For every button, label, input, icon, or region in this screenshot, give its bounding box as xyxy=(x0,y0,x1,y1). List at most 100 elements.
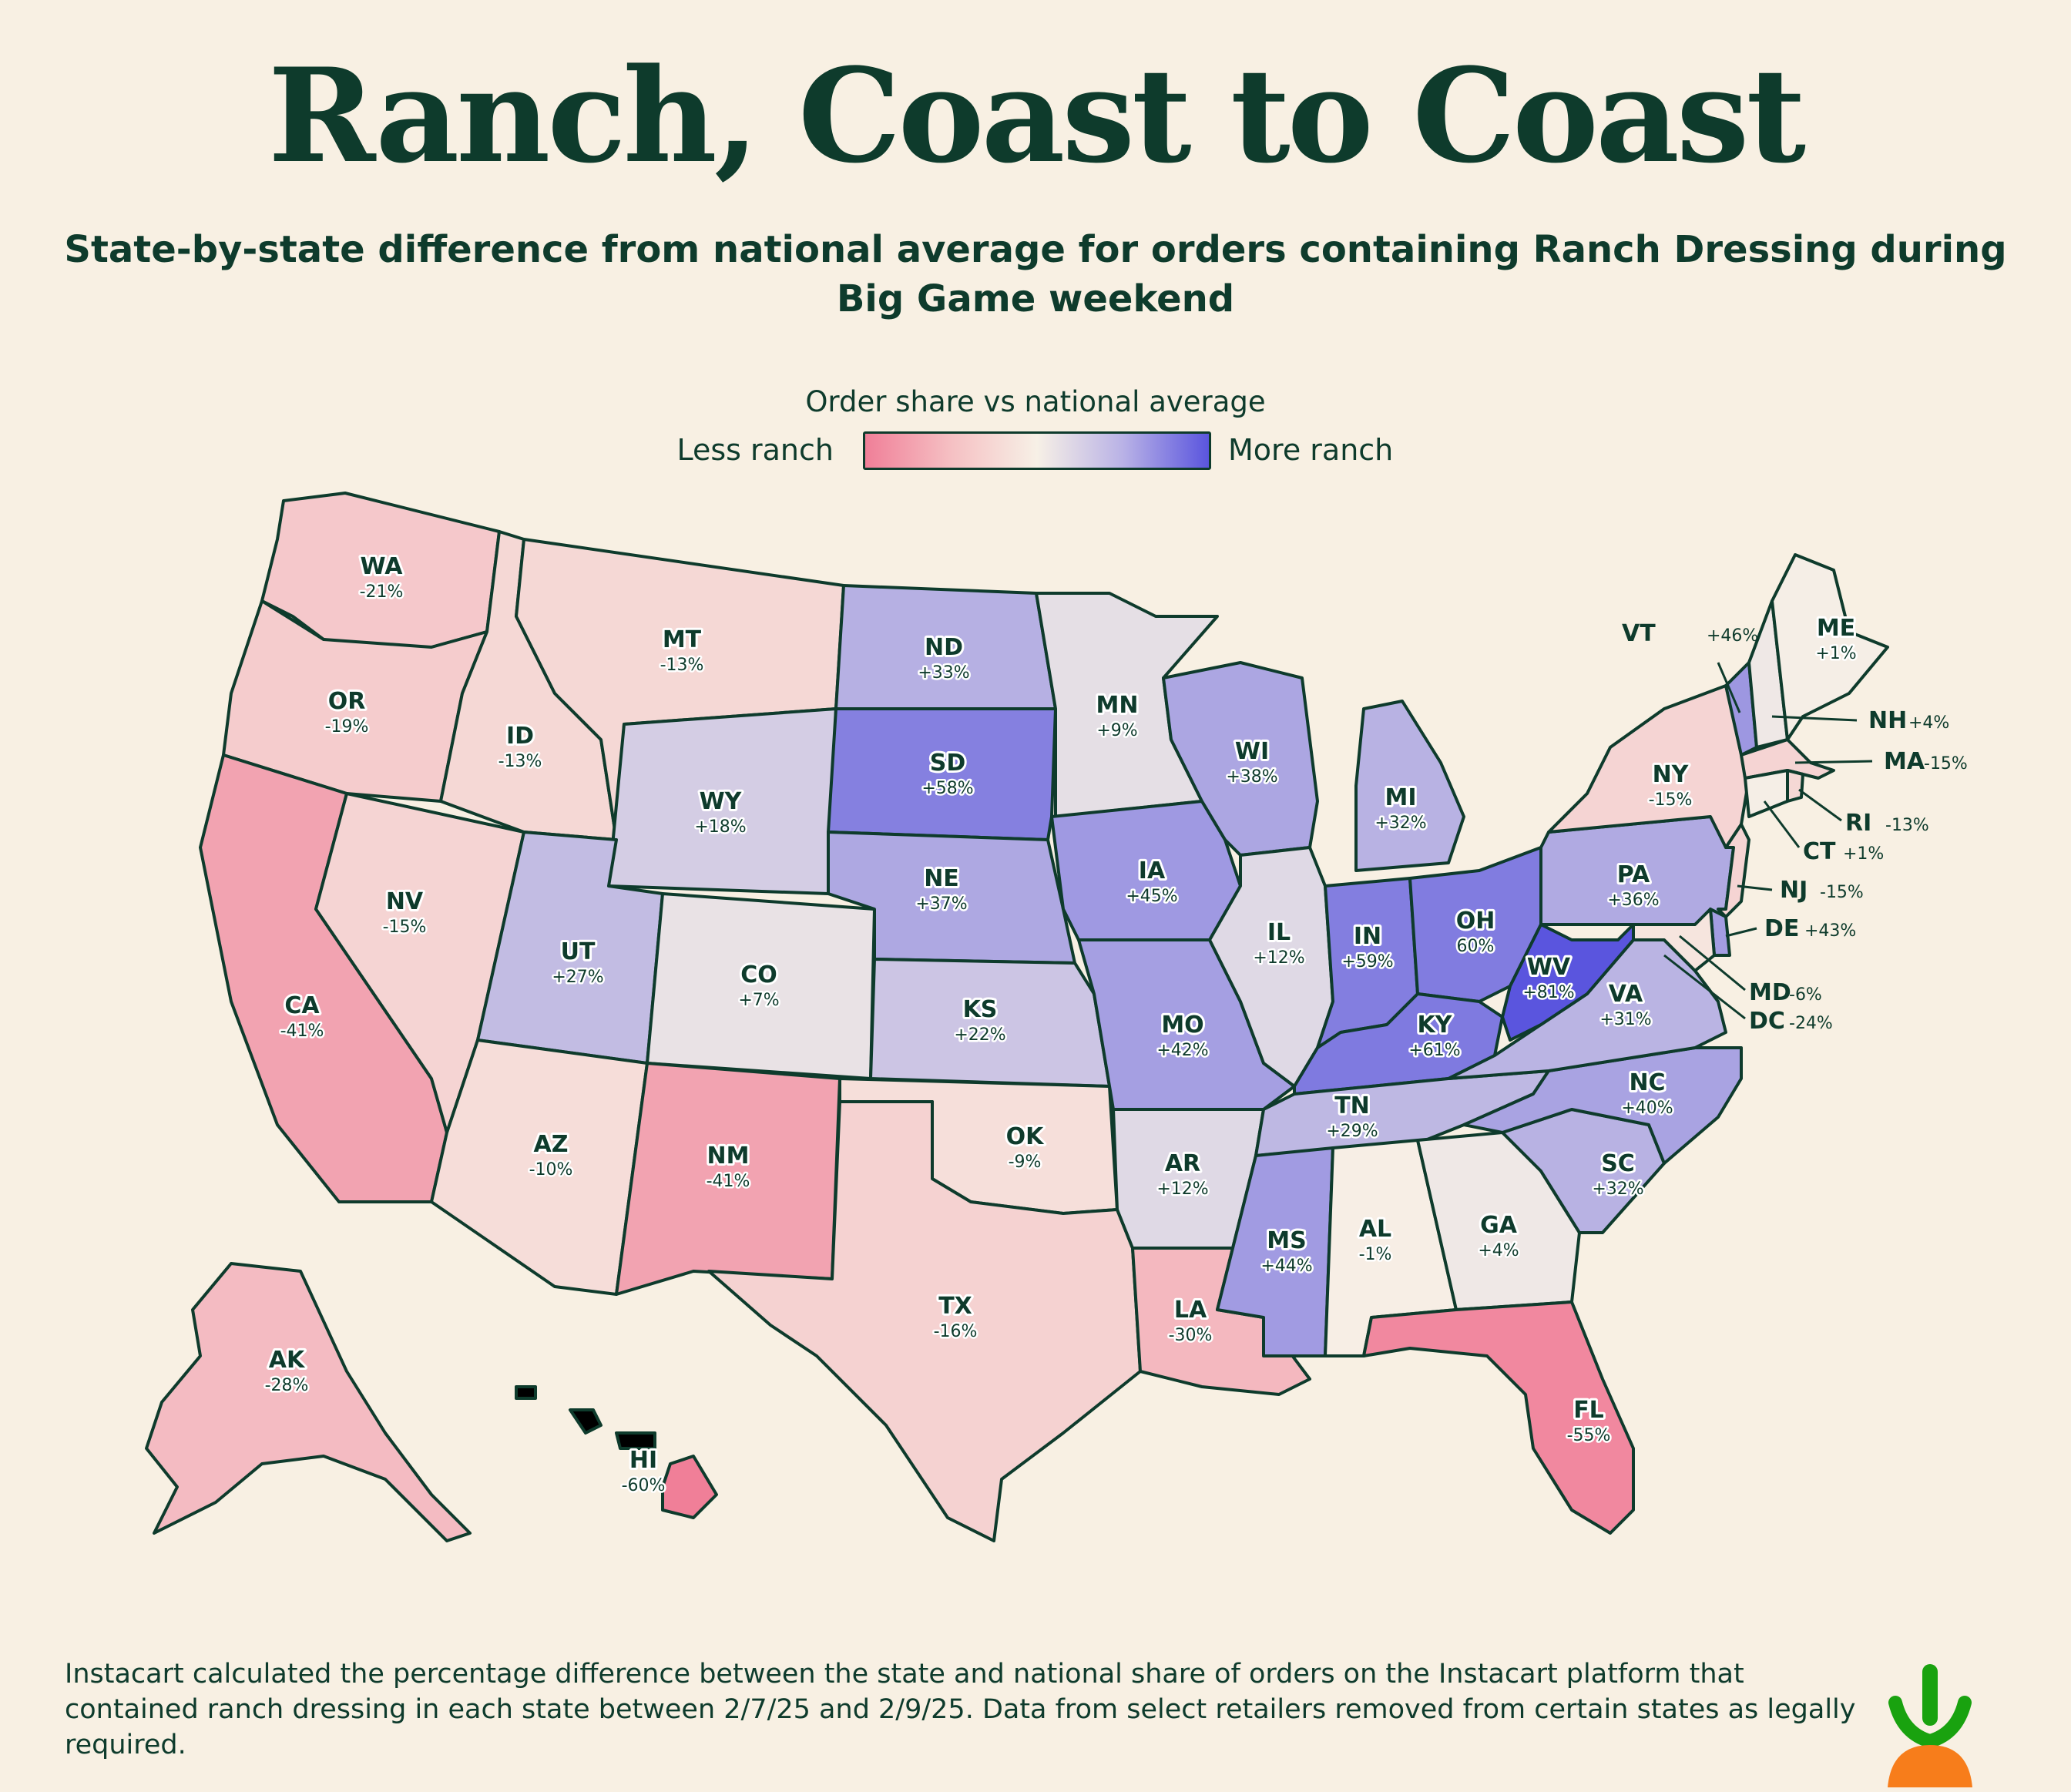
state-ME[interactable] xyxy=(1771,553,1889,741)
state-value-SD: +58% xyxy=(921,779,973,798)
state-label-SD: SD xyxy=(930,750,966,777)
state-value-UT: +27% xyxy=(552,968,603,987)
state-TX[interactable] xyxy=(707,1100,1142,1542)
state-value-HI: -60% xyxy=(622,1476,666,1495)
state-label-NV: NV xyxy=(386,888,424,915)
legend-gradient-bar xyxy=(863,431,1211,470)
state-MD[interactable] xyxy=(1632,908,1716,972)
callout-value-MD: -6% xyxy=(1789,985,1822,1005)
state-value-MI: +32% xyxy=(1375,814,1426,833)
state-FL[interactable] xyxy=(1362,1300,1635,1535)
state-label-IL: IL xyxy=(1267,919,1291,946)
state-label-LA: LA xyxy=(1174,1297,1207,1324)
legend-more-label: More ranch xyxy=(1228,433,1394,467)
state-value-AL: -1% xyxy=(1359,1245,1392,1264)
state-label-TN: TN xyxy=(1334,1092,1370,1119)
callout-label-DE: DE xyxy=(1764,915,1799,942)
state-label-IN: IN xyxy=(1354,923,1381,950)
state-value-OH: 60% xyxy=(1457,937,1495,956)
callout-layer: VT +46%NH +4%MA-15%RI -13%CT +1%NJ -15%DE +43%… xyxy=(1622,620,1968,1035)
state-label-NM: NM xyxy=(707,1143,750,1169)
state-label-CO: CO xyxy=(740,961,777,988)
callout-value-RI: -13% xyxy=(1885,816,1929,835)
callout-leader-RI xyxy=(1798,788,1842,822)
legend-title: Order share vs national average xyxy=(805,385,1266,418)
state-value-OR: -19% xyxy=(325,717,369,737)
state-label-NE: NE xyxy=(924,865,959,892)
state-label-MS: MS xyxy=(1267,1227,1306,1254)
state-value-GA: +4% xyxy=(1478,1241,1519,1260)
state-value-PA: +36% xyxy=(1607,891,1659,910)
state-value-LA: -30% xyxy=(1169,1326,1213,1345)
callout-value-CT: +1% xyxy=(1843,844,1884,864)
state-value-IL: +12% xyxy=(1253,948,1304,968)
state-value-NY: -15% xyxy=(1649,790,1693,810)
state-label-OH: OH xyxy=(1456,908,1495,935)
callout-label-RI: RI xyxy=(1845,810,1871,837)
carrot-logo-icon xyxy=(1888,1664,1972,1787)
state-label-WY: WY xyxy=(700,788,743,815)
callout-leader-VT xyxy=(1717,662,1741,713)
state-label-layer: WA-21%OR-19%CA-41%NV-15%ID-13%MT-13%WY+1… xyxy=(263,551,1858,1498)
callout-leader-DC xyxy=(1663,954,1746,1020)
state-value-TX: -16% xyxy=(934,1322,978,1341)
state-SD[interactable] xyxy=(827,707,1057,841)
state-label-WV: WV xyxy=(1527,954,1571,981)
state-AK[interactable] xyxy=(145,1262,472,1542)
state-NC[interactable] xyxy=(1462,1046,1743,1165)
state-MI[interactable] xyxy=(1354,700,1465,872)
state-value-KY: +61% xyxy=(1408,1041,1460,1060)
state-label-ME: ME xyxy=(1817,615,1855,642)
page-title: Ranch, Coast to Coast xyxy=(267,39,1806,192)
state-value-CO: +7% xyxy=(738,991,779,1010)
state-value-NE: +37% xyxy=(915,894,967,914)
callout-value-DE: +43% xyxy=(1804,921,1856,941)
state-label-UT: UT xyxy=(561,938,596,965)
state-RI[interactable] xyxy=(1786,769,1804,803)
state-label-ND: ND xyxy=(925,634,963,661)
state-HI[interactable] xyxy=(661,1455,718,1519)
callout-label-VT: VT xyxy=(1622,620,1656,647)
callout-leader-CT xyxy=(1763,800,1801,848)
state-label-NC: NC xyxy=(1629,1069,1665,1096)
state-label-NY: NY xyxy=(1653,761,1690,788)
state-label-SC: SC xyxy=(1601,1150,1635,1177)
legend-less-label: Less ranch xyxy=(676,433,834,467)
footnote: Instacart calculated the percentage diff… xyxy=(65,1659,1856,1760)
callout-leader-DE xyxy=(1725,927,1757,938)
state-label-KY: KY xyxy=(1418,1012,1453,1039)
state-value-MT: -13% xyxy=(660,656,704,675)
callout-value-NH: +4% xyxy=(1908,713,1949,733)
state-label-WI: WI xyxy=(1235,738,1269,765)
callout-value-VT: +46% xyxy=(1707,626,1758,646)
state-CT[interactable] xyxy=(1744,769,1789,818)
state-value-FL: -55% xyxy=(1567,1426,1611,1445)
state-value-WA: -21% xyxy=(360,582,404,602)
callout-leader-NH xyxy=(1771,715,1858,722)
hi-island-small xyxy=(569,1408,603,1435)
state-value-WY: +18% xyxy=(694,817,746,837)
callout-label-NJ: NJ xyxy=(1780,877,1808,904)
hi-island-small xyxy=(515,1385,537,1400)
state-value-MS: +44% xyxy=(1260,1257,1312,1276)
state-value-IA: +45% xyxy=(1126,887,1177,906)
state-label-AK: AK xyxy=(269,1347,306,1374)
state-value-MN: +9% xyxy=(1096,721,1137,740)
state-label-MT: MT xyxy=(663,626,702,653)
state-label-WA: WA xyxy=(361,553,404,580)
callout-label-MA: MA xyxy=(1884,748,1925,775)
state-value-MO: +42% xyxy=(1156,1041,1208,1060)
state-value-OK: -9% xyxy=(1009,1153,1042,1172)
state-value-ND: +33% xyxy=(918,663,969,683)
hi-island-small xyxy=(615,1431,656,1450)
callout-label-MD: MD xyxy=(1749,979,1791,1006)
state-label-GA: GA xyxy=(1480,1212,1518,1239)
callout-leader-MD xyxy=(1679,935,1746,992)
state-value-SC: +32% xyxy=(1592,1180,1643,1199)
state-label-ID: ID xyxy=(506,723,534,750)
state-NY[interactable] xyxy=(1547,684,1750,849)
state-label-MI: MI xyxy=(1385,784,1416,811)
legend: Less ranch More ranch xyxy=(0,431,2071,470)
state-label-HI: HI xyxy=(629,1447,657,1474)
